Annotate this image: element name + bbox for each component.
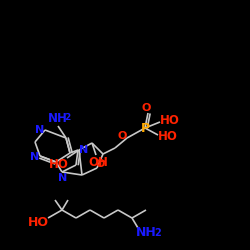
- Text: N: N: [30, 152, 40, 162]
- Text: N: N: [80, 145, 88, 155]
- Text: O: O: [117, 131, 127, 141]
- Text: P: P: [140, 122, 149, 134]
- Text: O: O: [95, 159, 105, 169]
- Text: 2: 2: [154, 228, 162, 238]
- Text: N: N: [36, 125, 44, 135]
- Text: O: O: [141, 103, 151, 113]
- Text: HO: HO: [28, 216, 48, 228]
- Text: N: N: [58, 173, 68, 183]
- Text: NH: NH: [48, 112, 68, 124]
- Text: HO: HO: [158, 130, 178, 143]
- Text: HO: HO: [160, 114, 180, 126]
- Text: NH: NH: [136, 226, 156, 238]
- Text: 2: 2: [64, 114, 70, 122]
- Text: OH: OH: [88, 156, 108, 170]
- Text: HO: HO: [49, 158, 69, 170]
